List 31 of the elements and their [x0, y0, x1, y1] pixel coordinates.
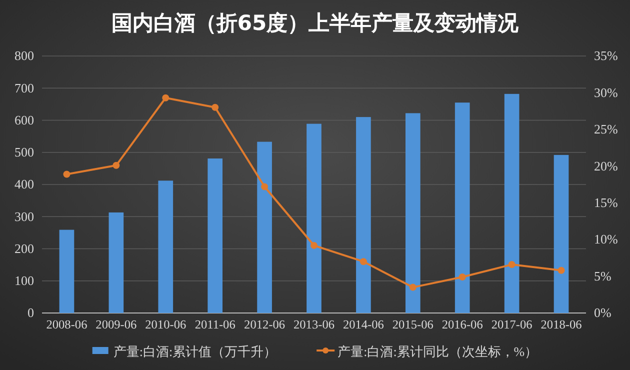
- legend-label: 产量:白酒:累计值（万千升）: [113, 344, 277, 359]
- y-tick-label: 200: [14, 240, 34, 256]
- x-tick-label: 2010-06: [145, 318, 186, 332]
- x-tick-label: 2011-06: [194, 318, 236, 332]
- y-tick-label: 500: [14, 144, 34, 160]
- y2-tick-label: 20%: [594, 158, 618, 174]
- x-tick-label: 2015-06: [392, 318, 434, 332]
- x-tick-label: 2017-06: [491, 318, 532, 332]
- legend-label: 产量:白酒:累计同比（次坐标，%）: [338, 344, 538, 359]
- y2-tick-label: 35%: [594, 48, 618, 64]
- y-tick-label: 400: [14, 176, 34, 192]
- y-tick-label: 600: [14, 112, 34, 128]
- y-tick-label: 800: [14, 48, 34, 64]
- y-tick-label: 700: [14, 80, 34, 96]
- y2-tick-label: 30%: [594, 84, 618, 100]
- x-tick-label: 2013-06: [294, 318, 334, 332]
- x-tick-label: 2016-06: [442, 318, 483, 332]
- y-tick-label: 100: [14, 273, 34, 288]
- x-tick-label: 2009-06: [96, 318, 137, 332]
- x-tick-label: 2008-06: [46, 318, 88, 332]
- y-tick-label: 0: [28, 305, 34, 320]
- y2-tick-label: 15%: [594, 195, 618, 210]
- x-tick-label: 2018-06: [540, 318, 582, 332]
- y2-tick-label: 25%: [594, 122, 618, 137]
- chart-title: 国内白酒（折65度）上半年产量及变动情况: [111, 11, 520, 35]
- y2-tick-label: 0%: [594, 305, 612, 320]
- x-tick-label: 2012-06: [244, 318, 286, 332]
- y2-tick-label: 10%: [594, 232, 618, 247]
- y2-tick-label: 5%: [594, 268, 612, 284]
- x-tick-label: 2014-06: [342, 318, 384, 332]
- y-tick-label: 300: [14, 208, 34, 224]
